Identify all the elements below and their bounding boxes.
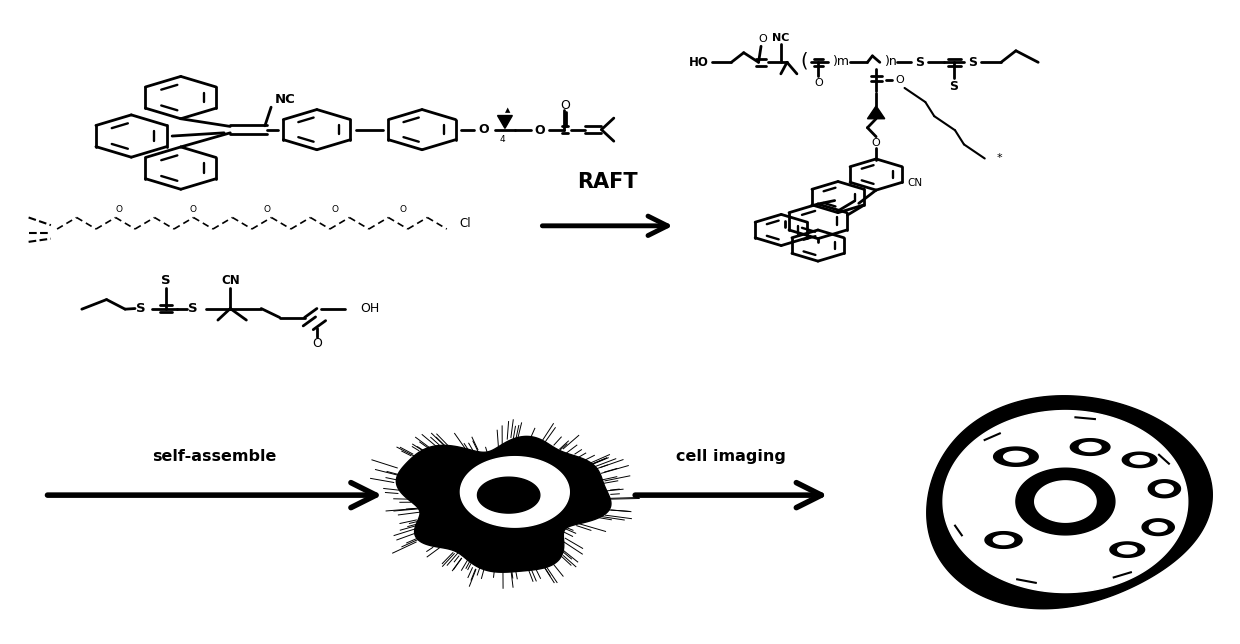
Text: S: S (188, 302, 198, 315)
Text: *: * (997, 153, 1002, 164)
Polygon shape (993, 535, 1014, 545)
Text: O: O (401, 205, 407, 214)
Polygon shape (1122, 452, 1157, 468)
Text: OH: OH (360, 302, 379, 315)
Polygon shape (1070, 439, 1110, 455)
Text: O: O (895, 75, 904, 85)
Polygon shape (944, 411, 1188, 592)
Polygon shape (926, 395, 1213, 609)
Text: S: S (136, 302, 146, 315)
Polygon shape (1003, 451, 1028, 462)
Text: S: S (161, 274, 171, 287)
Text: S: S (950, 79, 959, 93)
Text: )n: )n (885, 55, 898, 68)
Text: O: O (312, 337, 322, 350)
Text: ▲: ▲ (505, 108, 510, 113)
Polygon shape (1117, 545, 1137, 554)
Text: cell imaging: cell imaging (676, 449, 786, 464)
Polygon shape (497, 115, 512, 128)
Text: CN: CN (221, 274, 239, 287)
Text: CN: CN (906, 178, 923, 188)
Text: 4: 4 (500, 135, 505, 144)
Polygon shape (1016, 468, 1115, 535)
Text: Cl: Cl (459, 218, 471, 231)
Polygon shape (1142, 519, 1174, 536)
Text: NC: NC (275, 93, 295, 106)
Text: O: O (190, 205, 197, 214)
Polygon shape (1148, 480, 1180, 498)
Polygon shape (1149, 523, 1167, 532)
Polygon shape (1110, 542, 1145, 557)
Text: O: O (332, 205, 339, 214)
Polygon shape (460, 457, 569, 527)
Text: RAFT: RAFT (578, 172, 637, 192)
Text: O: O (560, 99, 570, 112)
Text: O: O (534, 124, 544, 137)
Polygon shape (397, 437, 611, 573)
Text: self-assemble: self-assemble (153, 449, 277, 464)
Text: O: O (758, 34, 766, 44)
Polygon shape (477, 477, 539, 513)
Text: O: O (115, 205, 123, 214)
Text: HO: HO (689, 56, 709, 69)
Polygon shape (985, 532, 1022, 548)
Polygon shape (1034, 481, 1096, 522)
Polygon shape (1079, 442, 1101, 451)
Text: S: S (915, 56, 924, 69)
Polygon shape (1156, 484, 1173, 494)
Text: NC: NC (773, 33, 790, 43)
Text: S: S (968, 56, 977, 69)
Text: O: O (815, 78, 823, 88)
Polygon shape (1130, 456, 1149, 464)
Polygon shape (993, 447, 1038, 466)
Text: O: O (264, 205, 270, 214)
Text: O: O (872, 138, 880, 148)
Polygon shape (868, 106, 885, 118)
Text: )m: )m (833, 55, 849, 68)
Text: O: O (479, 123, 490, 136)
Text: (: ( (801, 52, 808, 71)
